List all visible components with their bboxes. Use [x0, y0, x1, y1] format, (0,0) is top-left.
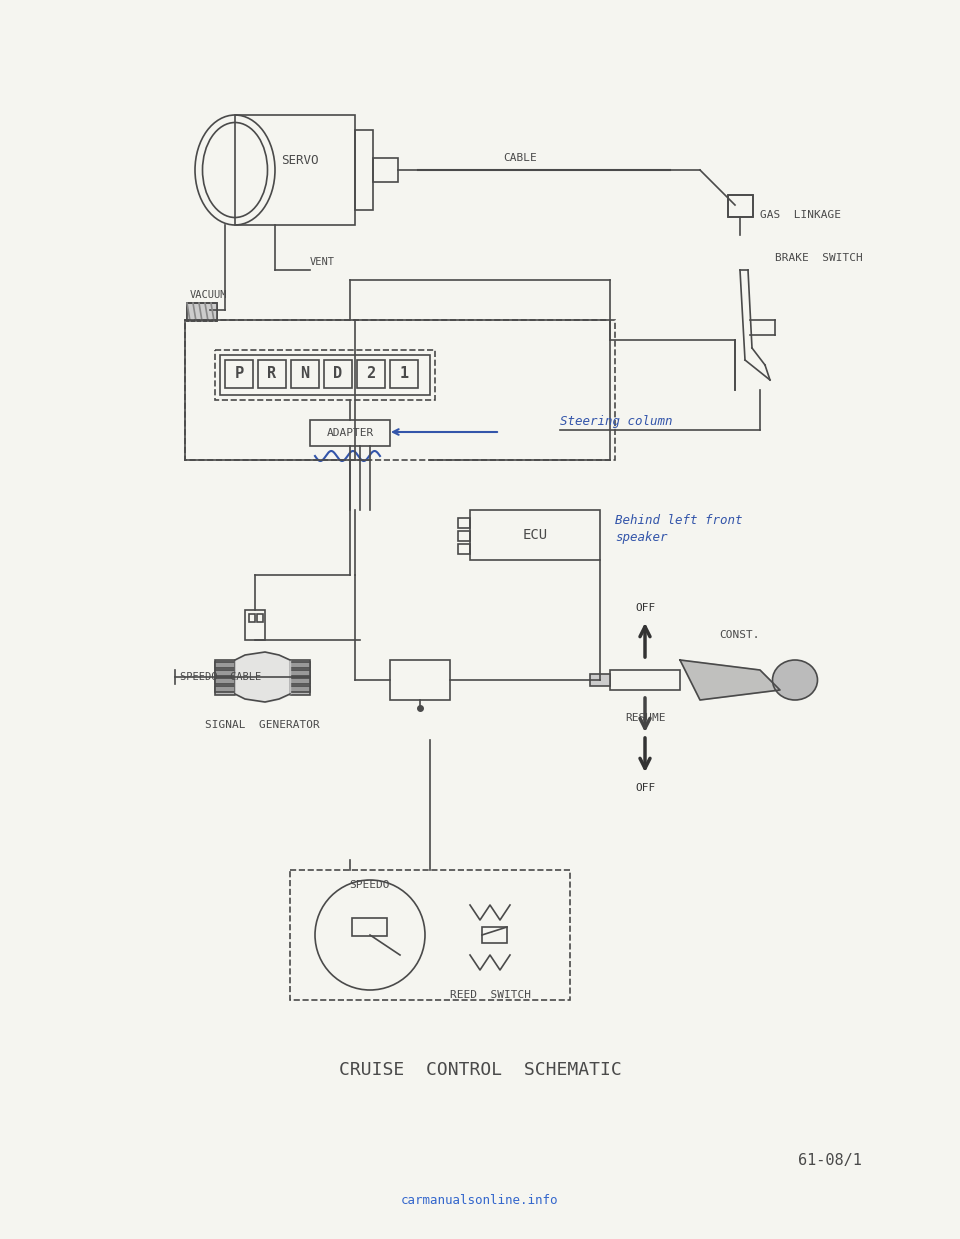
Bar: [249, 615, 255, 622]
Text: carmanualsonline.info: carmanualsonline.info: [401, 1193, 559, 1207]
Text: VACUUM: VACUUM: [190, 290, 228, 300]
Text: OFF: OFF: [635, 783, 655, 793]
Text: SPEEDO  CABLE: SPEEDO CABLE: [180, 672, 261, 681]
Bar: [590, 674, 610, 686]
Text: P: P: [234, 367, 244, 382]
Text: SIGNAL  GENERATOR: SIGNAL GENERATOR: [204, 720, 320, 730]
Bar: [728, 195, 753, 217]
Text: Steering column: Steering column: [560, 415, 673, 429]
Bar: [187, 305, 217, 320]
Text: D: D: [333, 367, 343, 382]
Bar: [290, 678, 310, 684]
Bar: [458, 544, 470, 554]
Bar: [215, 678, 235, 684]
Bar: [245, 610, 265, 641]
Bar: [257, 615, 263, 622]
Ellipse shape: [773, 660, 818, 700]
Bar: [728, 195, 753, 217]
Polygon shape: [680, 660, 780, 700]
Text: RESUME: RESUME: [625, 712, 665, 724]
Bar: [215, 349, 435, 400]
Text: R: R: [268, 367, 276, 382]
Text: ADAPTER: ADAPTER: [326, 427, 373, 439]
Bar: [310, 420, 390, 446]
Bar: [187, 304, 217, 321]
Bar: [470, 510, 600, 560]
Text: Behind left front: Behind left front: [615, 513, 742, 527]
Text: VENT: VENT: [310, 256, 335, 266]
Text: CABLE: CABLE: [503, 152, 537, 164]
Text: 61-08/1: 61-08/1: [798, 1152, 862, 1167]
Text: speaker: speaker: [615, 532, 667, 544]
Bar: [290, 670, 310, 676]
Bar: [225, 361, 253, 388]
Text: BRAKE  SWITCH: BRAKE SWITCH: [775, 253, 863, 263]
Text: GAS  LINKAGE: GAS LINKAGE: [760, 209, 841, 221]
Text: ECU: ECU: [522, 528, 547, 541]
Bar: [373, 159, 398, 182]
Text: 2: 2: [367, 367, 375, 382]
Bar: [291, 361, 319, 388]
Text: SERVO: SERVO: [281, 154, 319, 166]
Bar: [482, 927, 507, 943]
Bar: [390, 660, 450, 700]
Bar: [324, 361, 352, 388]
Text: CRUISE  CONTROL  SCHEMATIC: CRUISE CONTROL SCHEMATIC: [339, 1061, 621, 1079]
Bar: [290, 662, 310, 668]
Bar: [258, 361, 286, 388]
Text: OFF: OFF: [635, 603, 655, 613]
Text: REED  SWITCH: REED SWITCH: [449, 990, 531, 1000]
Text: CONST.: CONST.: [720, 629, 760, 641]
Bar: [458, 518, 470, 528]
Bar: [290, 686, 310, 693]
Bar: [215, 662, 235, 668]
Text: 1: 1: [399, 367, 409, 382]
Bar: [357, 361, 385, 388]
Bar: [352, 918, 387, 935]
Bar: [390, 361, 418, 388]
Bar: [355, 130, 373, 209]
Bar: [215, 686, 235, 693]
Bar: [290, 660, 310, 695]
Text: SPEEDO: SPEEDO: [349, 880, 391, 890]
Bar: [290, 870, 570, 1000]
Bar: [235, 115, 355, 225]
Text: N: N: [300, 367, 309, 382]
Bar: [458, 532, 470, 541]
Bar: [215, 660, 235, 695]
Bar: [185, 320, 615, 460]
Bar: [610, 670, 680, 690]
Bar: [220, 356, 430, 395]
Bar: [215, 670, 235, 676]
